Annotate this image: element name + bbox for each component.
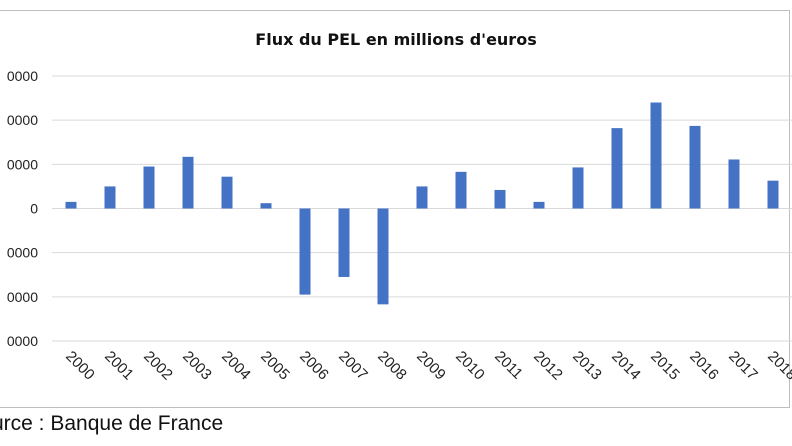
bar-2008 xyxy=(377,208,389,305)
bar-2014 xyxy=(611,128,623,209)
x-tick-label: 2017 xyxy=(725,348,761,384)
x-tick-label: 2016 xyxy=(686,348,722,384)
bar-2004 xyxy=(221,176,233,209)
bar-2017 xyxy=(728,159,740,209)
bar-2011 xyxy=(494,189,506,209)
bar-2005 xyxy=(260,203,272,209)
x-tick-label: 2012 xyxy=(530,348,566,384)
y-tick-label: 0000 xyxy=(7,68,38,84)
x-tick-label: 2007 xyxy=(335,348,371,384)
bar-2009 xyxy=(416,186,428,209)
x-tick-label: 2014 xyxy=(608,348,644,384)
x-tick-label: 2015 xyxy=(647,348,683,384)
source-note: urce : Banque de France xyxy=(0,412,224,435)
bar-2007 xyxy=(338,208,350,277)
bar-2006 xyxy=(299,208,311,295)
x-tick-label: 2009 xyxy=(413,348,449,384)
y-tick-label: 0000 xyxy=(7,112,38,128)
bar-2015 xyxy=(650,102,662,209)
bar-2013 xyxy=(572,167,584,209)
y-tick-label: 0 xyxy=(30,201,38,217)
bar-2000 xyxy=(65,201,77,209)
x-tick-label: 2004 xyxy=(218,348,254,384)
x-tick-label: 2010 xyxy=(452,348,488,384)
y-tick-label: 0000 xyxy=(7,333,38,349)
x-tick-label: 2002 xyxy=(140,348,176,384)
x-tick-label: 2013 xyxy=(569,348,605,384)
x-tick-label: 2001 xyxy=(101,348,137,384)
y-tick-label: 0000 xyxy=(7,156,38,172)
bar-2002 xyxy=(143,166,155,209)
x-tick-label: 2000 xyxy=(62,348,98,384)
bar-2001 xyxy=(104,186,116,209)
x-tick-label: 2006 xyxy=(296,348,332,384)
y-tick-label: 0000 xyxy=(7,289,38,305)
bar-2016 xyxy=(689,125,701,209)
bar-2003 xyxy=(182,156,194,209)
y-tick-label: 0000 xyxy=(7,245,38,261)
x-tick-label: 2018 xyxy=(764,348,792,384)
bar-2018 xyxy=(767,180,779,209)
x-tick-label: 2008 xyxy=(374,348,410,384)
x-axis-tick-labels: 2000 2001 2002 2003 2004 2005 2006 2007 2008 2009… xyxy=(62,348,792,384)
bars xyxy=(65,102,779,305)
x-tick-label: 2011 xyxy=(491,348,526,383)
bar-2010 xyxy=(455,171,467,209)
x-tick-label: 2003 xyxy=(179,348,215,384)
x-tick-label: 2005 xyxy=(257,348,293,384)
chart-title: Flux du PEL en millions d'euros xyxy=(255,30,537,49)
bar-2012 xyxy=(533,201,545,209)
